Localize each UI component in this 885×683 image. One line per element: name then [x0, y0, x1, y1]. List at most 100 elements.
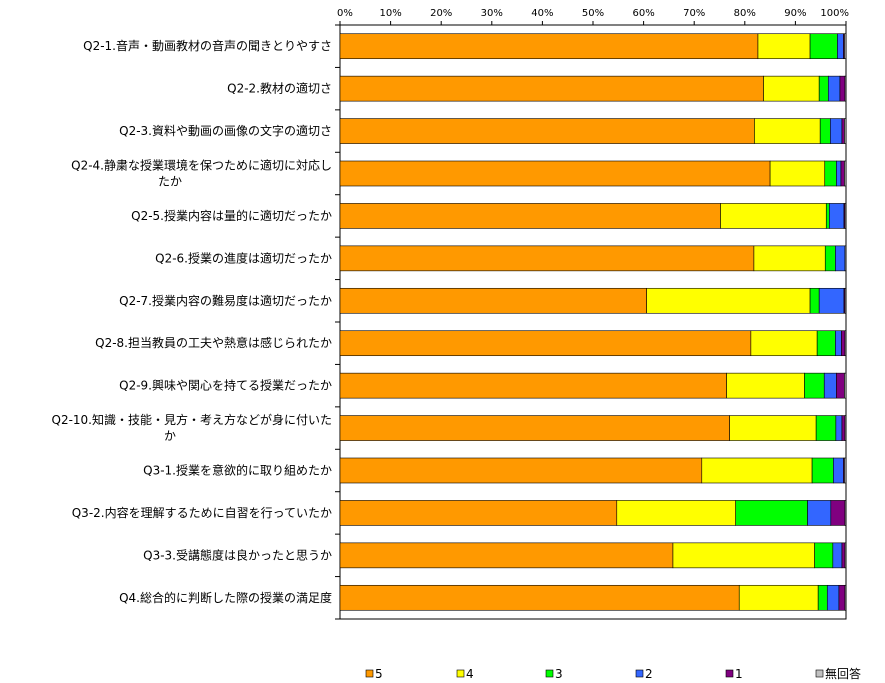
bar-segment-1 — [841, 118, 845, 144]
legend-label: 1 — [735, 667, 743, 681]
legend-label: 無回答 — [825, 666, 861, 681]
bar-segment-3 — [824, 160, 837, 187]
category-label-line: か — [164, 429, 176, 443]
bar-segment-5 — [339, 160, 771, 187]
bar-segment-5 — [339, 245, 755, 272]
category-label: Q2-8.担当教員の工夫や熱意は感じられたか — [95, 335, 332, 350]
bar-segment-無回答 — [844, 33, 847, 60]
bar-segment-2 — [835, 415, 843, 441]
category-label: Q2-9.興味や関心を持てる授業だったか — [119, 378, 332, 393]
bar-segment-1 — [840, 160, 845, 187]
bar-segment-5 — [339, 118, 755, 144]
bar-segment-4 — [763, 75, 820, 102]
x-tick-label: 20% — [430, 8, 452, 19]
bar-segment-3 — [809, 287, 820, 314]
bar-segment-5 — [339, 542, 674, 569]
bar-segment-3 — [809, 33, 838, 60]
legend: 5 4 3 2 1 無回答 — [365, 666, 861, 681]
bar-segment-1 — [830, 500, 846, 526]
bar-segment-2 — [827, 75, 841, 102]
legend-label: 5 — [375, 667, 383, 681]
bar-segment-4 — [729, 415, 817, 441]
bar-segment-無回答 — [844, 245, 847, 272]
bar-segment-1 — [838, 584, 846, 611]
bar-segment-4 — [753, 245, 826, 272]
bar-segment-5 — [339, 500, 618, 526]
bar-segment-4 — [701, 457, 813, 484]
bar-segment-1 — [841, 415, 846, 441]
category-labels: Q2-1.音声・動画教材の音声の聞きとりやすさ Q2-2.教材の適切さ Q2-3.資… — [52, 38, 333, 605]
bar-segment-無回答 — [844, 542, 847, 569]
bar-segment-無回答 — [844, 330, 847, 357]
category-label: Q2-6.授業の進度は適切だったか — [155, 250, 332, 265]
category-label: Q2-5.授業内容は量的に適切だったか — [131, 208, 332, 223]
legend-label: 3 — [555, 667, 563, 681]
bar-segment-無回答 — [844, 500, 847, 526]
legend-swatch-1 — [725, 669, 734, 678]
bar-segment-5 — [339, 75, 764, 102]
x-tick-label: 0% — [337, 8, 353, 19]
category-label-line: Q2-4.静粛な授業環境を保つために適切に対応し — [71, 158, 332, 173]
bar-segment-3 — [818, 75, 829, 102]
category-label: Q2-3.資料や動画の画像の文字の適切さ — [119, 123, 332, 138]
bar-segment-4 — [720, 203, 827, 229]
bar-segment-2 — [826, 584, 840, 611]
bar-segment-2 — [832, 542, 843, 569]
category-label: Q2-4.静粛な授業環境を保つために適切に対応したか — [71, 158, 332, 189]
category-label: Q3-3.受講態度は良かったと思うか — [143, 547, 332, 562]
category-label: Q3-2.内容を理解するために自習を行っていたか — [72, 505, 332, 520]
bar-segment-3 — [735, 500, 808, 526]
category-label: Q4.総合的に判断した際の授業の満足度 — [119, 590, 332, 605]
bar-segment-2 — [833, 457, 844, 484]
bar-segment-2 — [836, 160, 842, 187]
bar-segment-2 — [835, 245, 846, 272]
x-tick-label: 40% — [531, 8, 553, 19]
bar-segment-2 — [823, 372, 837, 399]
x-tick-label: 50% — [582, 8, 604, 19]
bar-segment-5 — [339, 287, 647, 314]
x-tick-label: 80% — [734, 8, 756, 19]
x-tick-label: 90% — [784, 8, 806, 19]
bar-segment-1 — [841, 330, 846, 357]
x-tick-label: 10% — [379, 8, 401, 19]
bar-segment-2 — [807, 500, 832, 526]
bar-segment-2 — [837, 33, 844, 60]
bar-segment-1 — [836, 372, 845, 399]
legend-swatch-5 — [365, 669, 374, 678]
bar-segment-5 — [339, 330, 752, 357]
bar-segment-4 — [726, 372, 805, 399]
bar-segment-5 — [339, 203, 721, 229]
bar-segment-2 — [830, 118, 843, 144]
bar-segment-無回答 — [844, 160, 847, 187]
plot-area-border — [339, 24, 847, 620]
bar-segment-無回答 — [844, 75, 847, 102]
bar-segment-無回答 — [844, 203, 847, 229]
bar-segment-4 — [769, 160, 826, 187]
bar-segment-無回答 — [844, 287, 847, 314]
category-label: Q2-1.音声・動画教材の音声の聞きとりやすさ — [83, 38, 332, 53]
bar-segment-3 — [817, 584, 828, 611]
bar-segment-3 — [811, 457, 834, 484]
bar-segment-3 — [816, 330, 836, 357]
category-label: Q2-7.授業内容の難易度は適切だったか — [119, 293, 332, 308]
bar-segment-2 — [835, 330, 842, 357]
bar-segment-3 — [814, 542, 834, 569]
bar-segment-5 — [339, 372, 727, 399]
bar-segment-5 — [339, 584, 740, 611]
category-label-line: たか — [158, 175, 182, 189]
bar-segment-3 — [824, 245, 836, 272]
bar-segment-2 — [829, 203, 845, 229]
category-label: Q3-1.授業を意欲的に取り組めたか — [143, 463, 332, 478]
bar-segment-2 — [818, 287, 845, 314]
bar-segment-4 — [646, 287, 811, 314]
bar-segment-3 — [815, 415, 837, 441]
bar-segment-4 — [750, 330, 818, 357]
category-label: Q2-10.知識・技能・見方・考え方などが身に付いたか — [52, 412, 333, 443]
bar-segment-1 — [839, 75, 846, 102]
bar-segment-4 — [757, 33, 811, 60]
bar-segment-5 — [339, 415, 730, 441]
bar-segment-無回答 — [844, 584, 847, 611]
legend-swatch-3 — [545, 669, 554, 678]
x-tick-label: 30% — [481, 8, 503, 19]
bar-segment-1 — [841, 542, 846, 569]
